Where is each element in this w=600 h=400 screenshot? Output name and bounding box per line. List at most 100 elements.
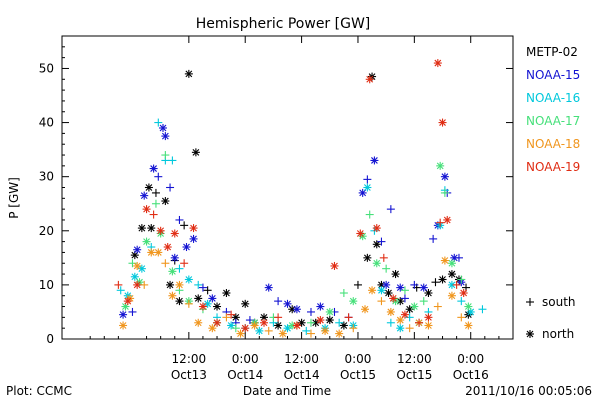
legend-item: NOAA-17 <box>526 114 580 128</box>
data-point <box>452 280 461 289</box>
marker-symbol-south <box>526 298 534 306</box>
data-point <box>213 302 222 311</box>
data-point <box>227 321 236 330</box>
data-point <box>119 321 128 330</box>
data-point <box>161 151 170 160</box>
x-tick-time: 12:00 <box>172 352 207 366</box>
data-point <box>382 280 391 289</box>
data-point <box>198 302 207 311</box>
x-tick-time: 0:00 <box>457 352 484 366</box>
footer-timestamp: 2011/10/16 00:05:06 <box>465 384 592 398</box>
x-tick-date: Oct14 <box>284 368 320 382</box>
data-point <box>133 280 142 289</box>
data-point <box>431 278 440 287</box>
data-point <box>384 289 393 298</box>
data-point <box>321 326 330 335</box>
data-point <box>116 286 125 295</box>
data-point <box>222 313 231 322</box>
legend: METP-02 NOAA-15 NOAA-16 NOAA-17 NOAA-18 NOAA-… <box>526 45 580 174</box>
data-point <box>168 291 177 300</box>
x-tick-date: Oct15 <box>396 368 432 382</box>
data-point <box>344 313 353 322</box>
marker-label: south <box>542 295 576 309</box>
data-point <box>123 297 132 306</box>
data-point <box>175 280 184 289</box>
data-point <box>182 243 191 252</box>
data-point <box>292 321 301 330</box>
data-point <box>478 305 487 314</box>
data-point <box>142 237 151 246</box>
data-point <box>443 215 452 224</box>
data-point <box>198 283 207 292</box>
data-point <box>203 286 212 295</box>
data-point <box>213 318 222 327</box>
data-point <box>222 289 231 298</box>
data-point <box>260 318 269 327</box>
data-point <box>365 75 374 84</box>
data-point <box>161 132 170 141</box>
data-point <box>297 318 306 327</box>
data-point <box>147 248 156 257</box>
data-point <box>454 253 463 262</box>
data-point <box>130 272 139 281</box>
legend-item: NOAA-19 <box>526 160 580 174</box>
y-tick-label: 10 <box>39 278 54 292</box>
data-point <box>137 224 146 233</box>
data-point <box>142 205 151 214</box>
marker-label: north <box>542 327 574 341</box>
data-point <box>429 234 438 243</box>
data-point <box>447 259 456 268</box>
data-point <box>325 316 334 325</box>
data-point <box>208 324 217 333</box>
data-point <box>264 283 273 292</box>
data-point <box>274 313 283 322</box>
legend-item: NOAA-18 <box>526 137 580 151</box>
data-point <box>166 280 175 289</box>
x-axis-label: Date and Time <box>243 384 331 398</box>
data-point <box>335 318 344 327</box>
data-point <box>133 245 142 254</box>
data-point <box>168 156 177 165</box>
data-point <box>358 188 367 197</box>
data-point <box>203 299 212 308</box>
data-point <box>440 256 449 265</box>
data-point <box>339 289 348 298</box>
data-point <box>386 318 395 327</box>
data-point <box>382 264 391 273</box>
data-point <box>306 329 315 338</box>
data-point <box>356 229 365 238</box>
data-point <box>159 123 168 132</box>
data-point <box>241 324 250 333</box>
data-point <box>163 243 172 252</box>
marker-key: south north <box>526 295 576 341</box>
data-point <box>274 321 283 330</box>
data-point <box>433 302 442 311</box>
data-point <box>114 280 123 289</box>
data-point <box>396 316 405 325</box>
data-point <box>241 299 250 308</box>
data-point <box>194 280 203 289</box>
data-point <box>386 307 395 316</box>
x-tick-time: 12:00 <box>397 352 432 366</box>
data-point <box>457 297 466 306</box>
data-point <box>372 224 381 233</box>
data-point <box>365 210 374 219</box>
data-point <box>184 69 193 78</box>
y-tick-label: 0 <box>46 332 54 346</box>
data-point <box>144 183 153 192</box>
data-point <box>189 224 198 233</box>
y-tick-label: 50 <box>39 61 54 75</box>
data-point <box>438 118 447 127</box>
legend-item: NOAA-15 <box>526 68 580 82</box>
data-point <box>140 280 149 289</box>
data-point <box>447 270 456 279</box>
data-point <box>154 118 163 127</box>
data-point <box>368 286 377 295</box>
data-point <box>377 297 386 306</box>
data-point <box>208 294 217 303</box>
data-point <box>457 275 466 284</box>
data-point <box>335 329 344 338</box>
data-point <box>386 205 395 214</box>
data-point <box>363 183 372 192</box>
y-axis-label: P [GW] <box>7 177 21 219</box>
